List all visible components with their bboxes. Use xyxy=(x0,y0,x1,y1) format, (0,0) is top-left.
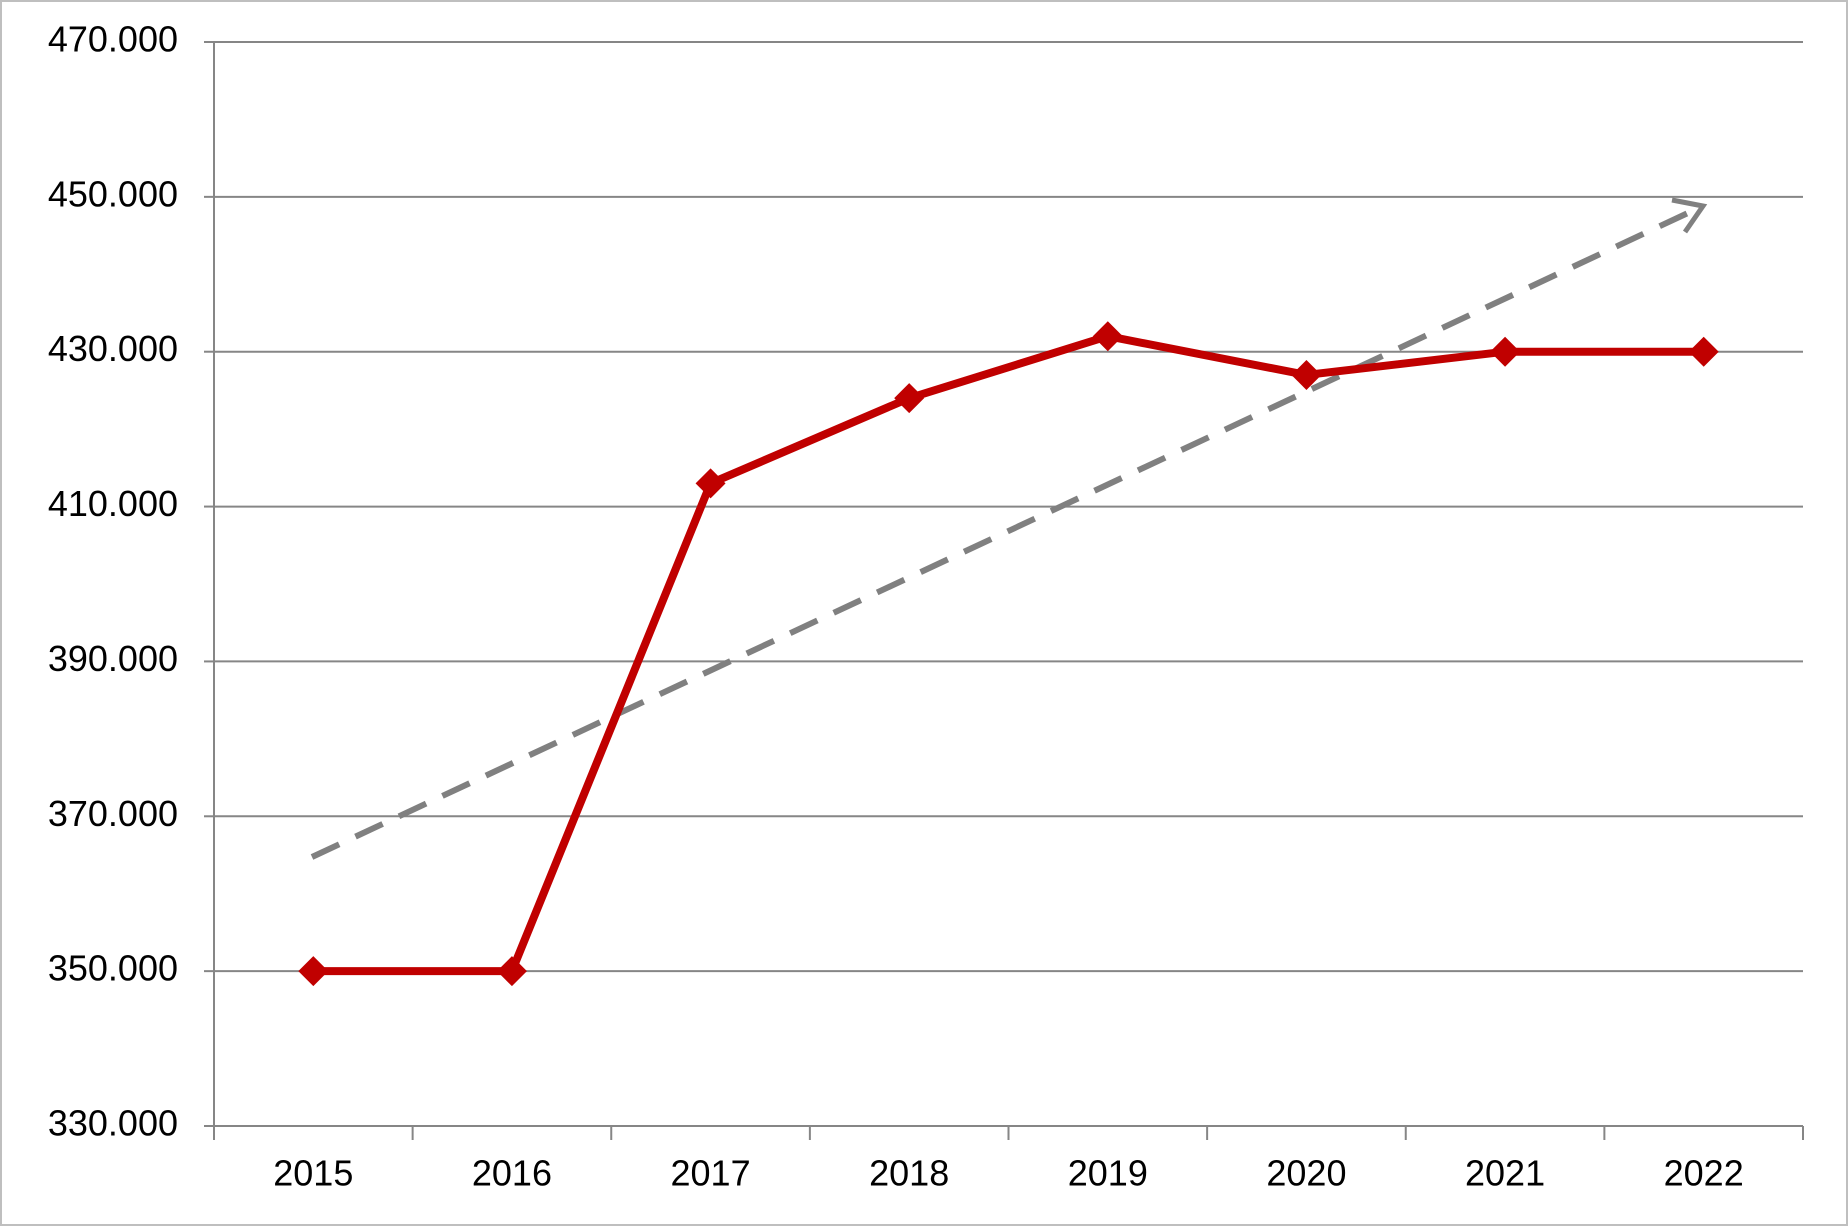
y-tick-label: 370.000 xyxy=(48,793,178,834)
data-line xyxy=(313,332,1704,976)
y-tick-label: 450.000 xyxy=(48,173,178,214)
data-marker xyxy=(1688,336,1719,367)
y-tick-label: 470.000 xyxy=(48,19,178,60)
x-tick-label: 2021 xyxy=(1465,1153,1545,1194)
x-tick-label: 2016 xyxy=(472,1153,552,1194)
data-marker xyxy=(894,383,925,414)
data-marker xyxy=(496,956,527,987)
x-tick-label: 2019 xyxy=(1068,1153,1148,1194)
data-marker xyxy=(1490,336,1521,367)
data-marker xyxy=(695,468,726,499)
x-tick-label: 2018 xyxy=(869,1153,949,1194)
y-tick-label: 410.000 xyxy=(48,483,178,524)
trend-arrow-head xyxy=(1671,197,1708,234)
y-tick-label: 390.000 xyxy=(48,638,178,679)
x-tick-label: 2020 xyxy=(1266,1153,1346,1194)
y-tick-label: 350.000 xyxy=(48,948,178,989)
x-tick-label: 2022 xyxy=(1664,1153,1744,1194)
x-tick-label: 2017 xyxy=(671,1153,751,1194)
data-marker xyxy=(1092,321,1123,352)
x-tick-label: 2015 xyxy=(273,1153,353,1194)
data-marker xyxy=(1291,359,1322,390)
trend-arrow xyxy=(310,209,1692,860)
data-marker xyxy=(298,956,329,987)
y-tick-label: 330.000 xyxy=(48,1103,178,1144)
y-tick-label: 430.000 xyxy=(48,328,178,369)
grid xyxy=(204,41,1804,1140)
